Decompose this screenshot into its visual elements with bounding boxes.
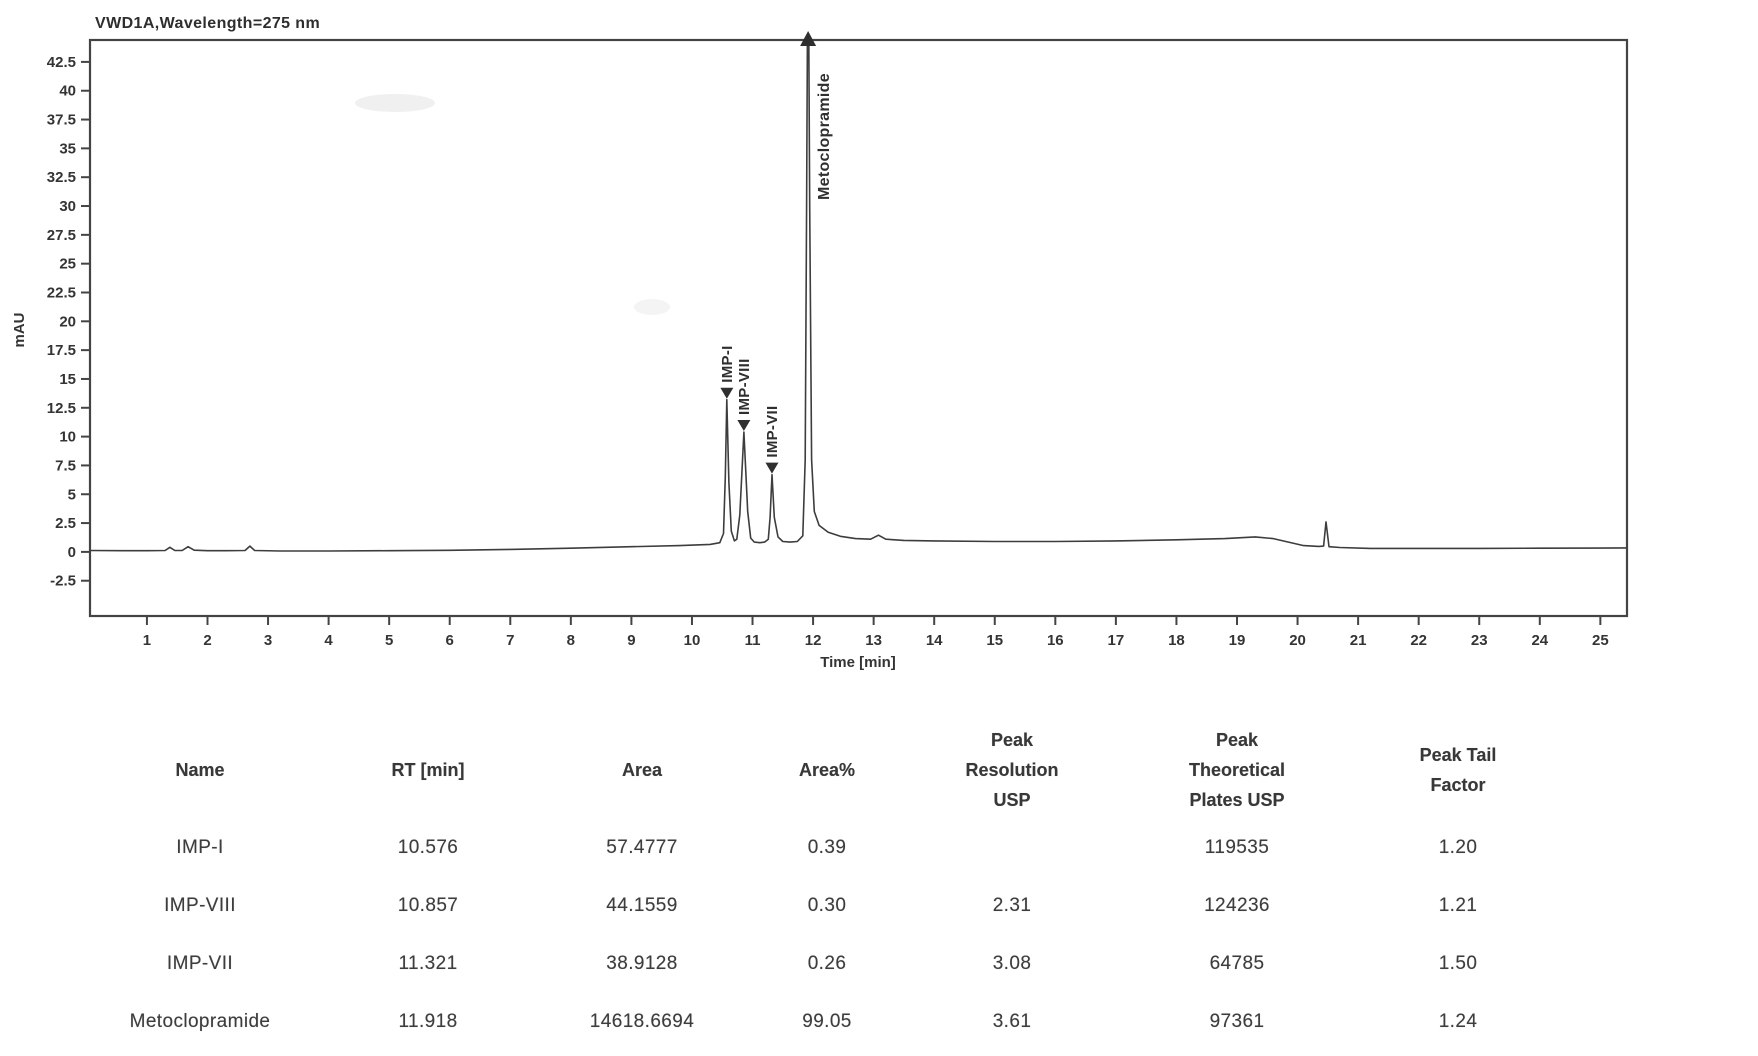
x-tick-label: 24 bbox=[1531, 632, 1548, 649]
cell-plates-row4: 97361 bbox=[1209, 1011, 1265, 1032]
y-tick-label: 37.5 bbox=[47, 112, 76, 129]
x-tick-label: 1 bbox=[143, 632, 151, 649]
cell-area-row1: 57.4777 bbox=[606, 837, 678, 858]
x-tick-label: 4 bbox=[324, 632, 333, 649]
y-tick-label: 5 bbox=[68, 486, 76, 503]
x-tick-label: 9 bbox=[627, 632, 635, 649]
x-tick-label: 6 bbox=[446, 632, 454, 649]
cell-resolution-row2: 2.31 bbox=[992, 895, 1032, 916]
cell-area-pct-row3: 0.26 bbox=[807, 953, 847, 974]
y-tick-label: 7.5 bbox=[55, 457, 76, 474]
y-tick-label: 10 bbox=[59, 429, 76, 446]
x-tick-label: 7 bbox=[506, 632, 514, 649]
cell-plates-row3: 64785 bbox=[1209, 953, 1265, 974]
x-tick-label: 13 bbox=[865, 632, 882, 649]
cell-tail-row2: 1.21 bbox=[1438, 895, 1478, 916]
x-tick-label: 18 bbox=[1168, 632, 1185, 649]
y-tick-label: 25 bbox=[59, 256, 76, 273]
cell-rt-row1: 10.576 bbox=[397, 837, 459, 858]
column-header-area: Area bbox=[621, 760, 663, 780]
scan-smudge bbox=[634, 299, 670, 315]
peak-label-imp-viii: IMP-VIII bbox=[736, 358, 753, 415]
x-tick-label: 20 bbox=[1289, 632, 1306, 649]
x-tick-label: 12 bbox=[805, 632, 822, 649]
y-tick-label: 40 bbox=[59, 83, 76, 100]
column-header-name: Name bbox=[175, 760, 225, 780]
x-tick-label: 19 bbox=[1229, 632, 1246, 649]
x-tick-label: 2 bbox=[203, 632, 211, 649]
x-tick-label: 17 bbox=[1108, 632, 1125, 649]
y-tick-label: 22.5 bbox=[47, 284, 76, 301]
peak-label-imp-vii: IMP-VII bbox=[764, 406, 781, 458]
cell-area-pct-row4: 99.05 bbox=[802, 1011, 852, 1032]
y-tick-label: 17.5 bbox=[47, 342, 76, 359]
peak-marker-imp-i bbox=[720, 387, 734, 399]
peak-marker-metoclopramide bbox=[800, 31, 817, 46]
peak-marker-imp-viii bbox=[737, 419, 751, 431]
x-tick-label: 10 bbox=[684, 632, 701, 649]
x-tick-label: 11 bbox=[745, 632, 761, 649]
cell-name-row3: IMP-VII bbox=[166, 953, 234, 974]
column-header-tail: Peak Tail Factor bbox=[1419, 745, 1497, 795]
cell-area-pct-row1: 0.39 bbox=[807, 837, 847, 858]
x-tick-label: 14 bbox=[926, 632, 943, 649]
y-tick-label: 2.5 bbox=[55, 515, 76, 532]
x-tick-label: 21 bbox=[1350, 632, 1367, 649]
y-tick-label: 32.5 bbox=[47, 169, 76, 186]
cell-tail-row4: 1.24 bbox=[1438, 1011, 1478, 1032]
cell-resolution-row4: 3.61 bbox=[992, 1011, 1032, 1032]
y-tick-label: -2.5 bbox=[50, 573, 76, 590]
x-tick-label: 5 bbox=[385, 632, 393, 649]
column-header-area-pct: Area% bbox=[798, 760, 856, 780]
x-tick-label: 16 bbox=[1047, 632, 1064, 649]
plot-frame bbox=[88, 38, 1629, 618]
x-tick-label: 15 bbox=[986, 632, 1003, 649]
scan-smudge bbox=[355, 94, 435, 112]
x-tick-label: 3 bbox=[264, 632, 272, 649]
column-header-plates: Peak Theoretical Plates USP bbox=[1188, 730, 1286, 810]
cell-plates-row2: 124236 bbox=[1204, 895, 1270, 916]
y-tick-label: 27.5 bbox=[47, 227, 76, 244]
y-tick-label: 0 bbox=[68, 544, 76, 561]
x-tick-label: 23 bbox=[1471, 632, 1488, 649]
cell-area-row3: 38.9128 bbox=[606, 953, 678, 974]
cell-area-row4: 14618.6694 bbox=[589, 1011, 695, 1032]
chromatogram-plot: -2.502.557.51012.51517.52022.52527.53032… bbox=[11, 15, 1629, 671]
x-tick-label: 25 bbox=[1592, 632, 1609, 649]
chromatogram-trace bbox=[89, 39, 1627, 552]
y-tick-label: 30 bbox=[59, 198, 76, 215]
peak-marker-imp-vii bbox=[765, 462, 779, 474]
cell-rt-row4: 11.918 bbox=[398, 1011, 458, 1032]
cell-rt-row3: 11.321 bbox=[398, 953, 458, 974]
cell-resolution-row3: 3.08 bbox=[992, 953, 1032, 974]
cell-rt-row2: 10.857 bbox=[397, 895, 459, 916]
y-tick-label: 35 bbox=[59, 140, 76, 157]
y-tick-label: 12.5 bbox=[47, 400, 76, 417]
cell-name-row2: IMP-VIII bbox=[164, 895, 236, 916]
chart-title: VWD1A,Wavelength=275 nm bbox=[95, 15, 320, 32]
y-axis-label: mAU bbox=[11, 312, 28, 347]
y-tick-label: 20 bbox=[59, 313, 76, 330]
x-tick-label: 8 bbox=[567, 632, 575, 649]
x-axis-label: Time [min] bbox=[820, 654, 896, 671]
cell-tail-row1: 1.20 bbox=[1438, 837, 1478, 858]
cell-name-row4: Metoclopramide bbox=[129, 1011, 271, 1032]
peak-label-metoclopramide: Metoclopramide bbox=[816, 73, 833, 200]
cell-area-row2: 44.1559 bbox=[606, 895, 678, 916]
cell-tail-row3: 1.50 bbox=[1438, 953, 1478, 974]
cell-area-pct-row2: 0.30 bbox=[807, 895, 847, 916]
x-tick-label: 22 bbox=[1410, 632, 1427, 649]
y-tick-label: 42.5 bbox=[47, 54, 76, 71]
column-header-resolution: Peak Resolution USP bbox=[965, 730, 1059, 810]
cell-name-row1: IMP-I bbox=[176, 837, 224, 858]
cell-plates-row1: 119535 bbox=[1204, 837, 1270, 858]
peak-label-imp-i: IMP-I bbox=[719, 345, 736, 382]
y-tick-label: 15 bbox=[59, 371, 76, 388]
column-header-rt: RT [min] bbox=[391, 760, 465, 780]
